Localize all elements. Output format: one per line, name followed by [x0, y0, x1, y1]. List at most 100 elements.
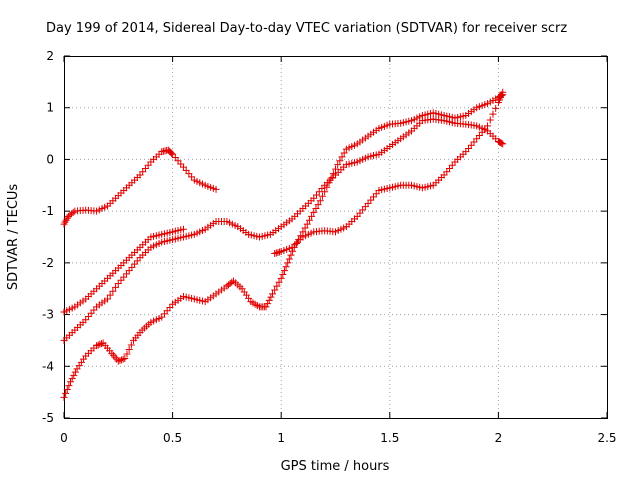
data-point	[63, 386, 71, 394]
x-tick-label: 1	[277, 431, 285, 445]
y-tick-label: -4	[42, 359, 54, 373]
y-tick-label: -5	[42, 411, 54, 425]
data-point	[284, 259, 292, 267]
data-point	[96, 340, 104, 348]
series-2	[60, 225, 187, 316]
x-tick-label: 1.5	[380, 431, 399, 445]
series-1	[60, 146, 220, 228]
series-4	[60, 91, 507, 401]
data-point	[325, 179, 333, 187]
data-point	[269, 290, 277, 298]
data-point	[127, 341, 135, 349]
data-point	[279, 270, 287, 278]
data-point	[123, 350, 131, 358]
data-point	[323, 183, 331, 191]
data-point	[303, 220, 311, 228]
data-point	[484, 122, 492, 130]
y-axis-label: SDTVAR / TECUs	[6, 184, 21, 291]
data-point	[327, 174, 335, 182]
data-point	[265, 296, 273, 304]
data-point	[121, 355, 129, 363]
data-point	[292, 239, 300, 247]
series-3	[60, 115, 507, 344]
data-point	[314, 201, 322, 209]
data-point	[103, 295, 111, 303]
data-point	[282, 263, 290, 271]
data-point	[499, 88, 507, 96]
data-point	[109, 287, 117, 295]
data-point	[340, 149, 348, 157]
y-tick-label: 2	[46, 49, 54, 63]
data-point	[289, 247, 297, 255]
x-tick-label: 0	[60, 431, 68, 445]
data-point	[68, 375, 76, 383]
data-point	[262, 303, 270, 311]
data-point	[312, 205, 320, 213]
data-point	[71, 368, 79, 376]
data-point	[489, 110, 497, 118]
data-points	[60, 88, 507, 401]
y-tick-label: 1	[46, 101, 54, 115]
data-point	[271, 286, 279, 294]
data-point	[492, 104, 500, 112]
data-point	[305, 216, 313, 224]
data-point	[274, 249, 282, 257]
data-point	[336, 157, 344, 165]
x-tick-label: 2.5	[597, 431, 616, 445]
data-point	[62, 389, 70, 397]
data-point	[277, 274, 285, 282]
data-point	[228, 278, 236, 286]
data-point	[67, 378, 75, 386]
y-tick-label: -3	[42, 308, 54, 322]
data-point	[486, 116, 494, 124]
data-point	[212, 185, 220, 193]
data-point	[118, 356, 126, 364]
data-point	[338, 153, 346, 161]
data-point	[272, 249, 280, 257]
chart-title: Day 199 of 2014, Sidereal Day-to-day VTE…	[46, 21, 567, 36]
data-point	[316, 197, 324, 205]
y-axis-ticks: -5 -4 -3 -2 -1 0 1 2	[42, 49, 607, 425]
data-point	[113, 355, 121, 363]
data-point	[114, 357, 122, 365]
data-point	[334, 161, 342, 169]
data-point	[301, 224, 309, 232]
data-point	[271, 250, 279, 258]
data-point	[70, 371, 78, 379]
data-point	[119, 355, 127, 363]
data-point	[60, 393, 68, 401]
data-point	[125, 345, 133, 353]
data-point	[287, 251, 295, 259]
x-tick-label: 2	[495, 431, 503, 445]
data-point	[498, 139, 506, 147]
data-point	[65, 382, 73, 390]
data-point	[275, 278, 283, 286]
data-point	[310, 208, 318, 216]
data-point	[116, 356, 124, 364]
data-point	[112, 283, 120, 291]
data-point	[168, 149, 176, 157]
data-point	[308, 212, 316, 220]
plot-frame	[64, 56, 608, 419]
data-point	[499, 140, 507, 148]
data-point	[276, 248, 284, 256]
data-point	[109, 351, 117, 359]
data-point	[332, 165, 339, 173]
data-point	[267, 293, 275, 301]
y-tick-label: 0	[46, 152, 54, 166]
data-point	[93, 342, 101, 350]
data-point	[285, 255, 293, 263]
x-axis-label: GPS time / hours	[281, 459, 390, 474]
data-point	[97, 340, 105, 348]
grid-lines	[64, 56, 607, 418]
data-point	[69, 208, 77, 216]
data-point	[329, 170, 337, 178]
data-point	[111, 353, 119, 361]
data-point	[321, 188, 329, 196]
data-point	[280, 267, 288, 275]
y-tick-label: -2	[42, 256, 54, 270]
series-5	[271, 88, 507, 258]
x-axis-ticks: 0 0.5 1 1.5 2 2.5	[60, 56, 617, 445]
data-point	[273, 282, 281, 290]
